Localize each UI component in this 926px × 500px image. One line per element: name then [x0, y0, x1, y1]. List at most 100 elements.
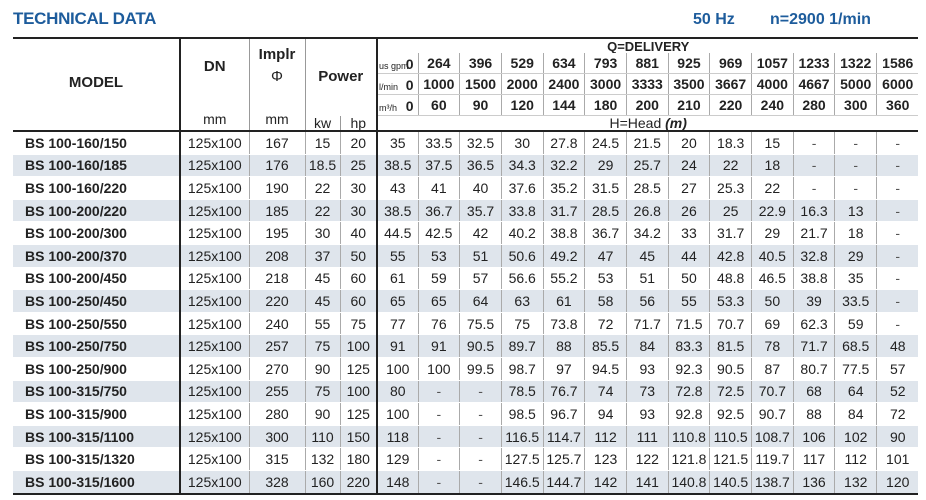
flow-value: 0 — [405, 56, 414, 72]
dn-cell: 125x100 — [179, 447, 249, 471]
head-value-cell: - — [459, 470, 502, 495]
flow-value: 1586 — [876, 53, 919, 74]
flow-value: 3333 — [625, 73, 669, 95]
head-value-cell: 32.5 — [459, 131, 502, 155]
flow-value: 3000 — [584, 73, 627, 95]
head-value-cell: - — [876, 199, 919, 223]
head-value-cell: 93 — [625, 402, 669, 426]
head-value-cell: 49.2 — [542, 244, 585, 268]
table-row: BS 100-250/900 125x100 270 90 125 100 100 99.5 9… — [13, 357, 919, 381]
head-value-cell: 42 — [459, 221, 502, 245]
flow-value: 793 — [584, 53, 627, 74]
flow-value: 180 — [584, 94, 627, 116]
head-value-cell: 69 — [751, 312, 794, 336]
head-value-cell: 65 — [417, 289, 460, 313]
flow-value: 280 — [792, 94, 835, 116]
column-header-delivery: Q=DELIVERY — [375, 37, 919, 53]
head-value-cell: 100 — [376, 357, 418, 381]
head-value-cell: 112 — [584, 425, 627, 449]
flow-value: 5000 — [834, 73, 877, 95]
head-value-cell: 141 — [625, 470, 669, 495]
head-value-cell: 72.5 — [709, 380, 752, 404]
head-value-cell: 70.7 — [709, 312, 752, 336]
power-hp-cell: 100 — [339, 380, 377, 404]
flow-value: 1000 — [417, 73, 460, 95]
head-value-cell: 89.7 — [500, 334, 544, 358]
head-value-cell: 90.5 — [459, 334, 502, 358]
flow-value: 144 — [542, 94, 585, 116]
head-value-cell: 140.5 — [709, 470, 752, 495]
head-value-cell: - — [417, 380, 460, 404]
head-value-cell: - — [876, 154, 919, 178]
head-value-cell: 53 — [584, 267, 627, 291]
head-value-cell: 22 — [709, 154, 752, 178]
dn-cell: 125x100 — [179, 131, 249, 155]
table-row: BS 100-200/370 125x100 208 37 50 55 53 51 50.6 49… — [13, 244, 919, 268]
impeller-cell: 300 — [248, 425, 305, 449]
power-hp-cell: 60 — [339, 267, 377, 291]
dn-cell: 125x100 — [179, 380, 249, 404]
power-kw-cell: 132 — [304, 447, 340, 471]
table-row: BS 100-250/550 125x100 240 55 75 77 76 75.5 75 73… — [13, 312, 919, 336]
head-value-cell: - — [459, 402, 502, 426]
head-value-cell: 97 — [542, 357, 585, 381]
flow-value: 4667 — [792, 73, 835, 95]
head-value-cell: 35 — [834, 267, 877, 291]
head-value-cell: 37.6 — [500, 176, 544, 200]
model-cell: BS 100-250/550 — [13, 312, 180, 336]
flow-value: 300 — [834, 94, 877, 116]
head-value-cell: 22.9 — [751, 199, 794, 223]
head-value-cell: 90.7 — [751, 402, 794, 426]
head-value-cell: - — [459, 425, 502, 449]
head-value-cell: 83.3 — [667, 334, 710, 358]
table-row: BS 100-160/220 125x100 190 22 30 43 41 40 37.6 35… — [13, 176, 919, 200]
power-kw-cell: 75 — [304, 380, 340, 404]
impeller-cell: 218 — [248, 267, 305, 291]
head-value-cell: 100 — [417, 357, 460, 381]
head-value-cell: 68 — [792, 380, 835, 404]
table-row: BS 100-160/185 125x100 176 18.5 25 38.5 37.5 36… — [13, 154, 919, 178]
head-value-cell: 25 — [709, 199, 752, 223]
head-value-cell: 92.3 — [667, 357, 710, 381]
head-value-cell: 26.8 — [625, 199, 669, 223]
head-value-cell: 76 — [417, 312, 460, 336]
head-value-cell: 38.5 — [376, 154, 418, 178]
head-value-cell: 40.2 — [500, 221, 544, 245]
head-value-cell: 77.5 — [834, 357, 877, 381]
dn-cell: 125x100 — [179, 154, 249, 178]
table-row: BS 100-200/220 125x100 185 22 30 38.5 36.7 35.7… — [13, 199, 919, 223]
power-hp-cell: 50 — [339, 244, 377, 268]
flow-value: 396 — [459, 53, 502, 74]
head-value-cell: 44.5 — [376, 221, 418, 245]
head-value-cell: 138.7 — [751, 470, 794, 495]
impeller-cell: 220 — [248, 289, 305, 313]
head-value-cell: 51 — [625, 267, 669, 291]
impeller-cell: 176 — [248, 154, 305, 178]
head-value-cell: 110.8 — [667, 425, 710, 449]
power-kw-cell: 45 — [304, 267, 340, 291]
head-value-cell: 73.8 — [542, 312, 585, 336]
head-value-cell: 38.8 — [542, 221, 585, 245]
power-kw-cell: 110 — [304, 425, 340, 449]
head-value-cell: 112 — [834, 447, 877, 471]
table-row: BS 100-250/750 125x100 257 75 100 91 91 90.5 89.… — [13, 334, 919, 358]
power-kw-cell: 45 — [304, 289, 340, 313]
power-kw-cell: 15 — [304, 131, 340, 155]
head-value-cell: 121.5 — [709, 447, 752, 471]
table-row: BS 100-160/150 125x100 167 15 20 35 33.5 32.5 30… — [13, 131, 919, 155]
head-value-cell: - — [876, 312, 919, 336]
power-kw-cell: 22 — [304, 176, 340, 200]
power-hp-cell: 125 — [339, 402, 377, 426]
head-value-cell: - — [834, 131, 877, 155]
head-value-cell: 43 — [376, 176, 418, 200]
model-cell: BS 100-200/370 — [13, 244, 180, 268]
power-kw-cell: 18.5 — [304, 154, 340, 178]
head-value-cell: 50 — [751, 289, 794, 313]
model-cell: BS 100-315/1600 — [13, 470, 180, 495]
head-value-cell: 71.7 — [625, 312, 669, 336]
table-row: BS 100-200/300 125x100 195 30 40 44.5 42.5 42 40… — [13, 221, 919, 245]
impeller-cell: 280 — [248, 402, 305, 426]
head-value-cell: 64 — [834, 380, 877, 404]
head-value-cell: 108.7 — [751, 425, 794, 449]
power-hp-cell: 180 — [339, 447, 377, 471]
